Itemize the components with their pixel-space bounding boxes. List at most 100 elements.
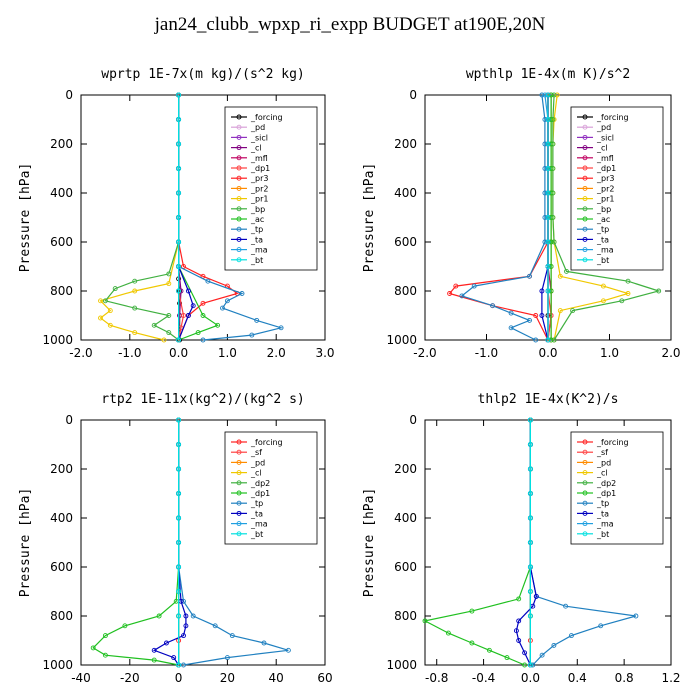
data-point [161,337,167,343]
series-bt [527,417,533,668]
data-point [239,291,245,296]
data-point [551,642,557,648]
data-point [516,618,522,624]
legend-marker [582,490,588,496]
legend-marker [582,124,588,130]
legend-label: _sicl [250,133,268,142]
x-tick-label: -1.0 [118,346,141,360]
y-axis-label: Pressure [hPa] [18,488,33,598]
data-point [513,628,519,634]
series-dp1 [422,417,533,668]
legend-marker [236,206,242,212]
legend-label: _ac [596,215,610,224]
x-tick-label: 0.4 [568,671,587,685]
legend-marker [582,247,588,253]
data-point [176,442,182,447]
data-point [545,166,551,171]
data-point [554,92,560,98]
legend-label: _ac [250,215,264,224]
data-point [195,330,201,336]
data-point [527,417,533,423]
figure-title: jan24_clubb_wpxp_ri_expp BUDGET at190E,2… [154,14,546,35]
x-tick-label: -20 [120,671,140,685]
legend-label: _ma [596,246,614,255]
data-point [527,540,533,545]
series-line [460,94,546,341]
series-pr1 [98,92,182,343]
legend-marker [582,226,588,232]
data-point [176,491,182,496]
data-point [548,239,554,245]
data-point [527,317,532,323]
legend-label: _bt [596,530,609,539]
data-point [656,288,662,294]
data-point [600,283,606,289]
series-ta [513,417,539,668]
y-tick-label: 600 [394,560,417,574]
data-point [176,564,182,570]
data-point [122,623,128,629]
data-point [166,271,172,277]
legend-label: _tp [596,499,609,508]
data-point [224,298,230,304]
data-point [132,278,138,284]
data-point [176,589,182,594]
legend-label: _bt [250,530,263,539]
data-point [548,92,554,98]
series-line [92,420,180,666]
legend-label: _cl [596,144,608,153]
legend-label: _sf [596,448,608,457]
data-point [625,291,631,296]
y-tick-label: 400 [50,511,73,525]
legend-marker [236,165,242,171]
legend-label: _pd [250,123,265,132]
data-point [490,303,496,309]
data-point [151,647,157,653]
data-point [107,322,113,328]
legend-label: _ta [250,235,263,244]
legend-label: _dp2 [250,479,270,488]
legend-label: _pd [250,458,265,467]
y-axis-label: Pressure [hPa] [18,163,33,273]
legend-label: _forcing [250,113,283,122]
legend-marker [236,510,242,516]
x-tick-label: 20 [220,671,235,685]
series-line [448,95,549,341]
data-point [132,330,138,336]
data-point [542,141,548,147]
data-point [545,190,551,196]
legend-marker [236,521,242,527]
data-point [163,640,169,646]
legend-label: _bp [250,205,265,214]
data-point [557,273,563,279]
legend-label: _bp [596,205,611,214]
data-point [151,322,157,328]
data-point [486,647,492,653]
legend-marker [236,480,242,486]
data-point [132,288,138,294]
data-point [98,315,103,321]
series-ta [151,417,189,668]
legend-marker [236,531,242,537]
y-tick-label: 400 [394,511,417,525]
data-point [107,308,113,314]
x-tick-label: 2.0 [661,346,680,360]
legend-marker [236,449,242,455]
legend-marker [582,175,588,181]
y-tick-label: 800 [394,284,417,298]
series-dp1 [90,417,182,668]
legend-label: _cl [596,469,608,478]
legend-label: _tp [250,225,263,234]
legend-label: _ta [596,235,609,244]
legend-label: _forcing [250,438,283,447]
y-tick-label: 0 [409,413,417,427]
data-point [522,650,528,656]
y-tick-label: 1000 [42,658,73,672]
data-point [542,239,548,245]
x-tick-label: 3.0 [315,346,334,360]
y-tick-label: 200 [394,137,417,151]
legend-marker [582,155,588,161]
data-point [598,623,604,629]
legend-marker [236,236,242,242]
legend-marker [582,206,588,212]
